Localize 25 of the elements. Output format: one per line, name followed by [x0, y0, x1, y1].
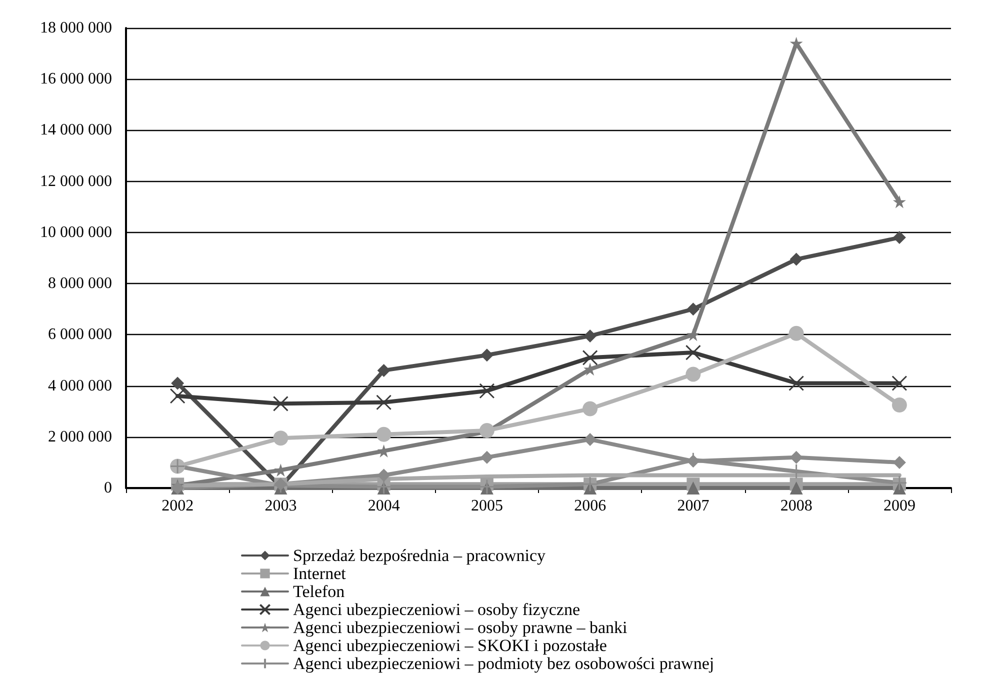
x-tick-label: 2009 — [883, 498, 916, 514]
legend-label: Telefon — [293, 582, 346, 601]
x-tick-label: 2008 — [780, 498, 812, 514]
y-tick-label: 12 000 000 — [40, 172, 112, 190]
x-tick-label: 2007 — [677, 498, 710, 514]
x-tick-label: 2002 — [162, 498, 194, 514]
x-tick-label: 2004 — [368, 498, 400, 514]
x-tick-label: 2005 — [470, 498, 503, 514]
x-tick-label: 2003 — [264, 498, 297, 514]
y-tick-label: 2 000 000 — [48, 428, 112, 446]
y-tick-label: 18 000 000 — [40, 20, 112, 36]
legend-label: Sprzedaż bezpośrednia – pracownicy — [293, 546, 546, 565]
y-tick-label: 14 000 000 — [40, 122, 112, 139]
y-tick-label: 0 — [104, 480, 112, 496]
y-tick-label: 10 000 000 — [40, 224, 112, 241]
y-tick-label: 8 000 000 — [48, 275, 112, 292]
legend-label: Agenci ubezpieczeniowi – osoby prawne – banki — [293, 618, 628, 637]
y-tick-label: 6 000 000 — [48, 326, 112, 344]
x-tick-label: 2006 — [574, 498, 606, 514]
legend-label: Agenci ubezpieczeniowi – SKOKI i pozostałe — [293, 636, 607, 655]
legend-label: Agenci ubezpieczeniowi – podmioty bez osobowości prawnej — [293, 654, 714, 673]
legend-label: Internet — [293, 564, 346, 583]
legend-label: Agenci ubezpieczeniowi – osoby fizyczne — [293, 600, 580, 619]
y-tick-label: 4 000 000 — [48, 377, 112, 394]
y-tick-label: 16 000 000 — [40, 70, 112, 88]
